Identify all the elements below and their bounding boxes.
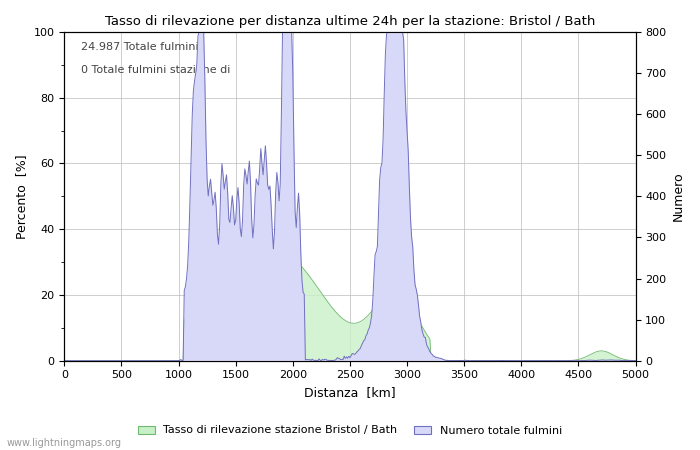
Text: www.lightningmaps.org: www.lightningmaps.org — [7, 438, 122, 448]
Text: 24.987 Totale fulmini: 24.987 Totale fulmini — [81, 42, 199, 52]
Title: Tasso di rilevazione per distanza ultime 24h per la stazione: Bristol / Bath: Tasso di rilevazione per distanza ultime… — [105, 15, 595, 28]
Text: 0 Totale fulmini stazione di: 0 Totale fulmini stazione di — [81, 65, 231, 75]
X-axis label: Distanza  [km]: Distanza [km] — [304, 386, 396, 399]
Legend: Tasso di rilevazione stazione Bristol / Bath, Numero totale fulmini: Tasso di rilevazione stazione Bristol / … — [134, 421, 566, 440]
Y-axis label: Numero: Numero — [672, 171, 685, 221]
Y-axis label: Percento  [%]: Percento [%] — [15, 154, 28, 238]
